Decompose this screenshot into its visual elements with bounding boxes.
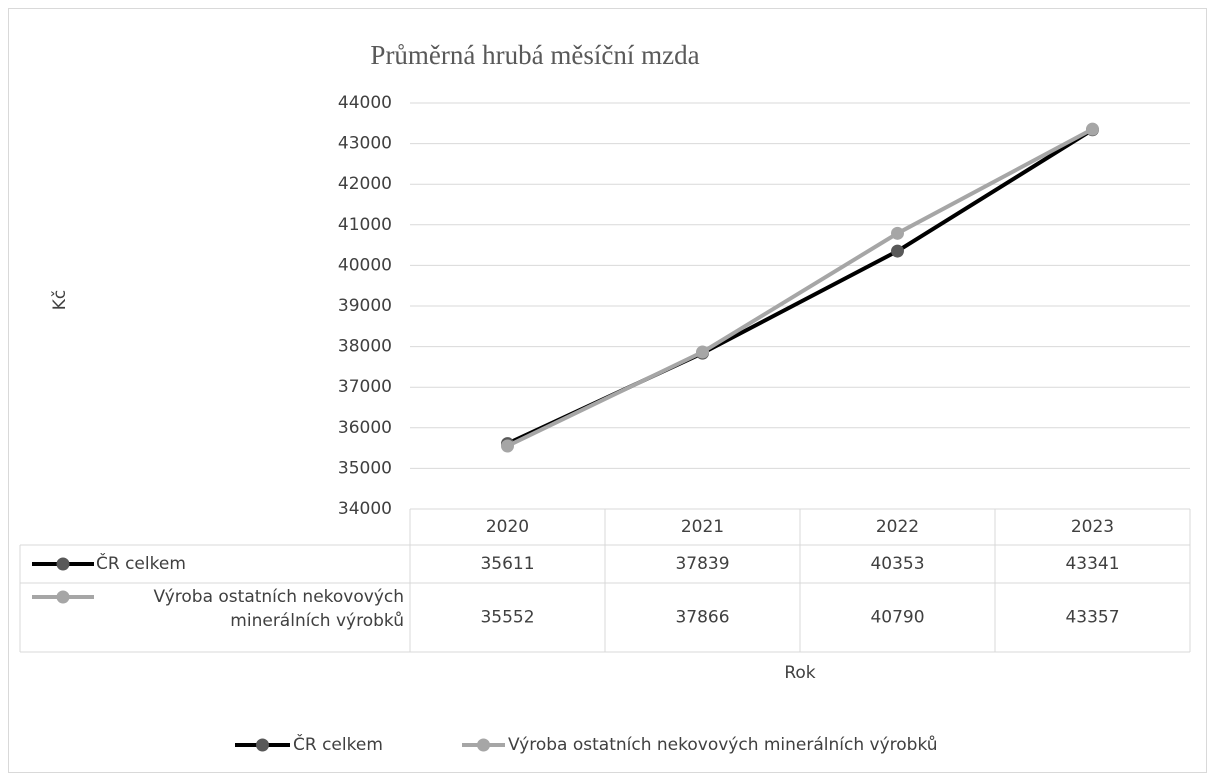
chart-title: Průměrná hrubá měsíční mzda [370,40,699,70]
y-tick-label: 36000 [338,418,392,438]
y-tick-label: 44000 [338,93,392,113]
table-value: 35552 [480,608,534,628]
y-tick-label: 35000 [338,458,392,478]
table-row-label: Výroba ostatních nekovových minerálních … [153,587,404,631]
table-value: 43357 [1065,608,1119,628]
series-line [506,127,1094,448]
data-point [501,439,514,453]
x-tick-label: 2022 [876,517,919,537]
y-tick-label: 37000 [338,377,392,397]
table-row-label: ČR celkem [96,552,186,574]
table-row-label-box: Výroba ostatních nekovových minerálních … [153,587,404,631]
data-point [696,345,709,359]
table-value: 40353 [870,554,924,574]
y-tick-label: 41000 [338,215,392,235]
legend-marker [56,557,70,571]
legend-label: Výroba ostatních nekovových minerálních … [508,735,938,755]
chart-border [8,8,1207,773]
y-tick-label: 34000 [338,499,392,519]
x-tick-label: 2020 [486,517,529,537]
legend-marker [56,590,70,604]
data-point [891,244,904,258]
table-value: 37866 [675,608,729,628]
x-axis-title: Rok [784,663,815,683]
y-tick-label: 40000 [338,255,392,275]
legend-marker [477,738,490,752]
data-point [891,226,904,240]
table-value: 37839 [675,554,729,574]
x-tick-label: 2021 [681,517,724,537]
legend-label: ČR celkem [293,733,383,755]
y-axis-title: Kč [50,290,70,311]
table-value: 40790 [870,608,924,628]
table-value: 35611 [480,554,534,574]
x-tick-label: 2023 [1071,517,1114,537]
data-point [1086,122,1099,136]
table-value: 43341 [1065,554,1119,574]
y-tick-label: 39000 [338,296,392,316]
y-tick-label: 43000 [338,134,392,154]
legend-marker [256,738,269,752]
y-tick-label: 42000 [338,174,392,194]
y-tick-label: 38000 [338,337,392,357]
